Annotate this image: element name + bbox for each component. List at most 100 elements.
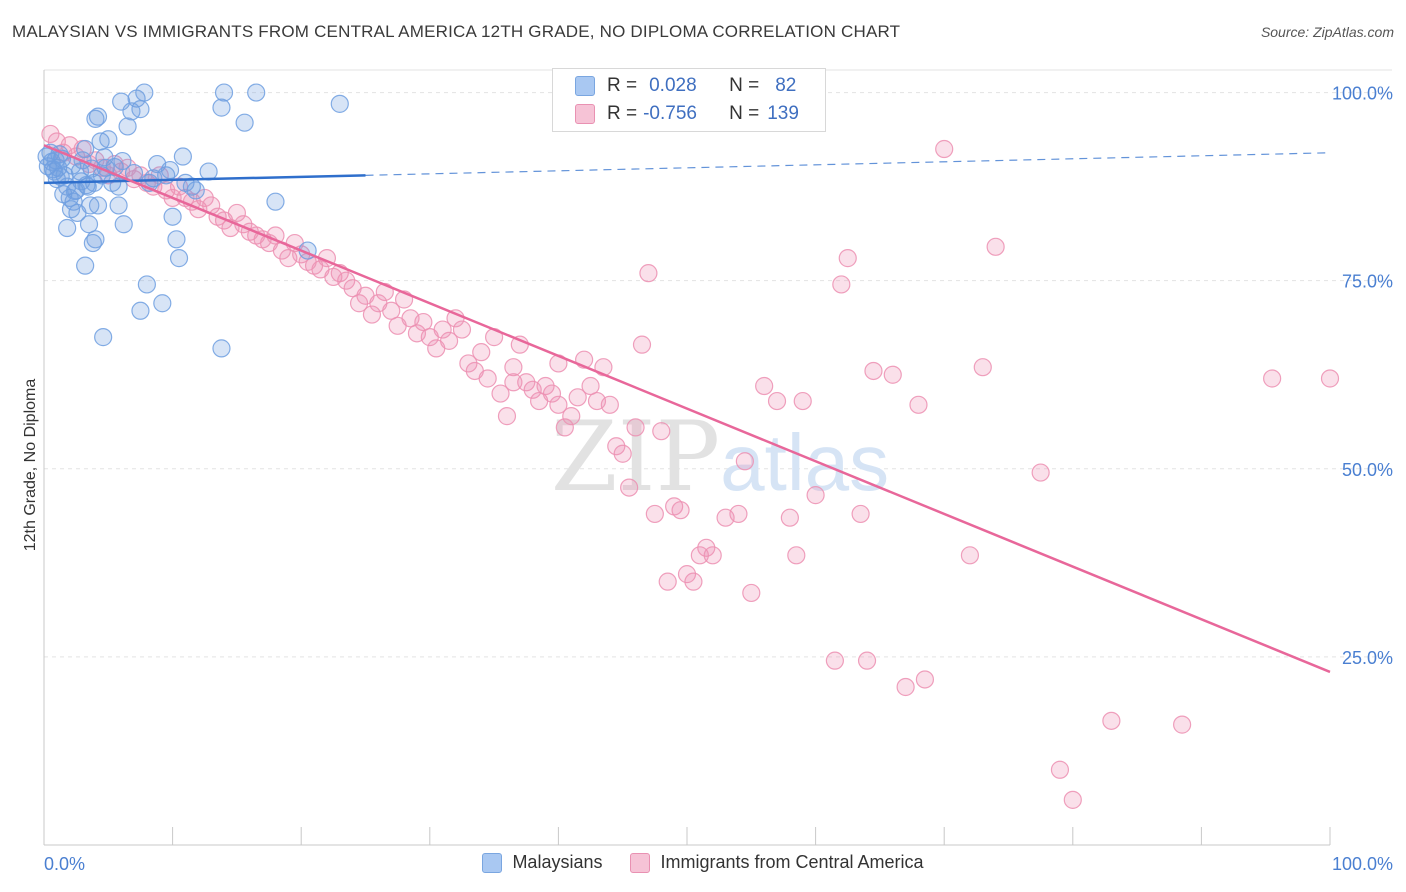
y-tick-label: 50.0% — [1342, 460, 1393, 480]
immigrants-point — [973, 358, 992, 377]
immigrants-point — [767, 391, 787, 411]
chart-title: MALAYSIAN VS IMMIGRANTS FROM CENTRAL AME… — [12, 22, 901, 41]
immigrants-point — [697, 538, 716, 557]
immigrants-point — [671, 501, 690, 520]
malaysians-point — [118, 117, 137, 136]
immigrants-point — [909, 395, 928, 414]
malaysians-point — [173, 147, 192, 166]
malaysians-point — [212, 98, 231, 117]
malaysians-point — [137, 275, 156, 294]
immigrants-point — [542, 384, 562, 403]
malaysians-point — [163, 207, 182, 226]
legend-row-immigrants: R = -0.756 N = 139 — [575, 102, 799, 126]
immigrants-point — [600, 395, 619, 414]
malaysians-point — [266, 192, 285, 211]
malaysians-point — [76, 256, 95, 275]
series-malaysians-points — [37, 83, 349, 358]
immigrants-point — [1320, 369, 1340, 388]
immigrants-point — [349, 294, 369, 313]
immigrants-point — [41, 124, 60, 144]
malaysians-point — [160, 160, 180, 180]
immigrants-point — [742, 583, 761, 603]
immigrants-point — [1263, 369, 1282, 388]
legend-box: R = 0.028 N = 82 R = -0.756 N = 139 — [552, 68, 826, 132]
immigrants-point — [915, 670, 935, 689]
immigrants-point — [433, 320, 452, 339]
malaysians-point — [76, 139, 95, 159]
immigrants-point — [517, 373, 536, 392]
malaysians-point — [212, 339, 231, 358]
malaysians-point — [199, 162, 218, 181]
malaysians-trend-line — [43, 174, 366, 185]
immigrants-point — [536, 376, 555, 396]
immigrants-point — [613, 444, 632, 463]
malaysians-point — [135, 83, 154, 102]
immigrants-point — [960, 546, 980, 565]
immigrants-point — [382, 301, 401, 320]
malaysians-point — [88, 107, 108, 126]
legend-item-malaysians: Malaysians — [482, 852, 602, 873]
malaysians-point — [144, 169, 163, 188]
malaysians-point — [88, 196, 108, 215]
immigrants-point — [690, 546, 709, 565]
immigrants-point — [787, 546, 806, 565]
legend-r-value: 0.028 — [649, 75, 697, 96]
malaysians-legend-swatch — [482, 852, 503, 873]
immigrants-point — [935, 139, 954, 159]
legend-label-immigrants: Immigrants from Central America — [660, 852, 924, 872]
malaysians-swatch — [575, 76, 595, 96]
immigrants-point — [497, 407, 517, 426]
watermark: ZIPatlas — [551, 401, 889, 513]
immigrants-point — [1031, 463, 1050, 482]
immigrants-point — [478, 369, 497, 388]
immigrants-point — [555, 418, 574, 437]
malaysians-point — [167, 230, 186, 249]
immigrants-point — [729, 504, 748, 524]
legend-n-label: N = — [729, 75, 760, 96]
immigrants-point — [677, 565, 697, 584]
x-tick-label-max: 100.0% — [1332, 854, 1393, 874]
immigrants-point — [735, 452, 754, 471]
malaysians-trend-extension — [365, 152, 1331, 176]
malaysians-point — [235, 113, 254, 132]
immigrants-point — [1050, 760, 1070, 779]
immigrants-point — [658, 572, 677, 591]
immigrants-point — [838, 249, 857, 268]
malaysians-point — [43, 160, 63, 179]
legend-r-label: R = — [607, 75, 638, 96]
immigrants-point — [337, 271, 356, 290]
immigrants-point — [362, 305, 382, 324]
x-tick-label-min: 0.0% — [44, 854, 85, 874]
immigrants-point — [857, 651, 877, 670]
immigrants-point — [645, 504, 664, 524]
malaysians-point — [114, 215, 133, 234]
legend-r-value: -0.756 — [643, 103, 697, 124]
immigrants-point — [851, 504, 870, 524]
malaysians-point — [247, 83, 266, 102]
legend-n-label: N = — [729, 103, 760, 124]
legend-label-malaysians: Malaysians — [512, 852, 603, 872]
immigrants-point — [1173, 715, 1192, 734]
legend-r-label: R = — [607, 103, 638, 124]
immigrants-point — [632, 335, 652, 354]
gridlines — [44, 69, 1392, 658]
immigrants-point — [568, 388, 587, 407]
immigrants-point — [639, 264, 658, 283]
malaysians-point — [214, 83, 234, 102]
malaysians-point — [153, 294, 172, 313]
malaysians-point — [86, 109, 105, 129]
malaysians-point — [77, 176, 96, 195]
immigrants-point — [439, 331, 459, 350]
immigrants-point — [896, 677, 915, 697]
immigrants-point — [452, 320, 472, 339]
immigrants-point — [806, 486, 825, 505]
immigrants-point — [562, 407, 581, 426]
immigrants-point — [472, 343, 491, 362]
immigrants-point — [755, 376, 774, 396]
chart-source: Source: ZipAtlas.com — [1260, 24, 1394, 40]
legend-n-value: 139 — [767, 103, 799, 124]
immigrants-point — [684, 572, 703, 591]
immigrants-point — [549, 395, 568, 414]
malaysians-point — [79, 215, 99, 234]
